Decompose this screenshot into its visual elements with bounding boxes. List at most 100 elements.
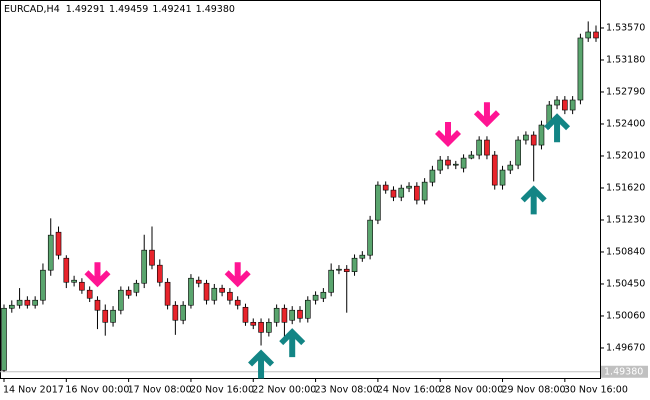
y-tick-label: 1.52790 — [606, 86, 645, 97]
x-tick-label: 28 Nov 00:00 — [439, 385, 503, 396]
chart-header: EURCAD,H4 1.49291 1.49459 1.49241 1.49380 — [4, 4, 235, 15]
sell-arrow — [224, 262, 251, 288]
x-tick-label: 14 Nov 2017 — [3, 385, 64, 396]
candle-body — [421, 181, 428, 201]
candle-body — [562, 99, 568, 111]
candle-body — [156, 264, 163, 283]
candle-body — [125, 289, 132, 296]
candle-body — [172, 304, 179, 321]
candle-body — [593, 31, 599, 39]
y-tick-label: 1.53180 — [606, 54, 645, 65]
header-high: 1.49459 — [109, 4, 148, 15]
candle-body — [86, 289, 93, 299]
candle-body — [398, 187, 405, 198]
sell-arrow — [473, 102, 500, 128]
candle-body — [118, 289, 124, 311]
candle-body — [343, 268, 350, 272]
candle-body — [460, 157, 467, 169]
candle-body — [382, 184, 389, 191]
x-tick-label: 24 Nov 16:00 — [377, 385, 441, 396]
candle-body — [149, 249, 155, 266]
buy-arrow — [544, 113, 571, 143]
candle-body — [538, 124, 545, 146]
x-tick-label: 29 Nov 08:00 — [502, 385, 566, 396]
candle-body — [507, 164, 514, 171]
y-tick-label: 1.51230 — [606, 214, 645, 225]
sell-arrow — [84, 262, 111, 288]
candle-body — [71, 279, 77, 283]
candle-body — [234, 299, 241, 306]
buy-arrow — [248, 349, 275, 379]
candle-body — [406, 185, 412, 189]
candle-body — [312, 294, 319, 301]
candle-body — [476, 139, 482, 156]
candle-body — [258, 321, 264, 333]
candle-body — [211, 287, 218, 301]
candle-body — [414, 185, 420, 201]
candle-body — [523, 134, 529, 141]
candle-body — [484, 139, 490, 156]
y-tick-label: 1.50060 — [606, 310, 645, 321]
candle-body — [133, 282, 140, 293]
candle-body — [273, 307, 280, 323]
candle-body — [429, 169, 436, 183]
candle-body — [79, 281, 85, 291]
candle-body — [47, 234, 54, 271]
candle-body — [445, 159, 451, 166]
candle-body — [227, 291, 233, 301]
candle-body — [55, 231, 62, 256]
candle-body — [569, 99, 576, 111]
candle-body — [8, 304, 15, 309]
candle-body — [94, 299, 101, 311]
candle-body — [141, 249, 148, 284]
header-open: 1.49291 — [66, 4, 105, 15]
candle-body — [16, 299, 23, 306]
last-price-label: 1.49380 — [604, 366, 643, 377]
y-tick-label: 1.50840 — [606, 246, 645, 257]
y-tick-label: 1.51620 — [606, 182, 645, 193]
header-low: 1.49241 — [152, 4, 191, 15]
candle-body — [437, 159, 444, 171]
candle-body — [242, 306, 249, 323]
candle-body — [219, 287, 225, 293]
x-tick-label: 30 Nov 16:00 — [564, 385, 628, 396]
x-tick-label: 22 Nov 00:00 — [252, 385, 316, 396]
y-tick-label: 1.50450 — [606, 278, 645, 289]
candle-body — [585, 31, 592, 39]
candle-body — [250, 321, 257, 326]
candle-body — [375, 184, 381, 221]
candle-body — [24, 299, 31, 306]
candle-body — [289, 309, 296, 321]
y-tick-label: 1.52010 — [606, 150, 645, 161]
candle-body — [359, 254, 366, 259]
candle-body — [452, 163, 459, 166]
candle-body — [336, 268, 342, 271]
candle-body — [390, 189, 397, 198]
candle-body — [515, 139, 521, 166]
buy-arrow — [520, 185, 547, 215]
candle-body — [32, 299, 38, 306]
candle-body — [266, 321, 272, 333]
candle-body — [180, 304, 186, 321]
candle-body — [40, 269, 46, 301]
candle-body — [304, 299, 311, 319]
candle-body — [195, 279, 202, 284]
candle-body — [110, 309, 116, 323]
last-price-box — [601, 365, 648, 378]
candle-body — [577, 37, 584, 101]
candle-body — [468, 154, 475, 159]
candle-body — [297, 309, 303, 319]
candle-body — [203, 282, 210, 301]
candle-body — [367, 219, 373, 256]
symbol: EURCAD,H4 — [4, 4, 60, 15]
candle-body — [188, 277, 194, 306]
candle-body — [491, 154, 498, 186]
y-tick-label: 1.52400 — [606, 118, 645, 129]
candle-body — [554, 99, 560, 106]
x-tick-label: 16 Nov 00:00 — [65, 385, 129, 396]
candle-body — [320, 291, 327, 299]
sell-arrow — [435, 121, 461, 147]
candle-body — [63, 257, 70, 283]
x-tick-label: 17 Nov 08:00 — [128, 385, 192, 396]
